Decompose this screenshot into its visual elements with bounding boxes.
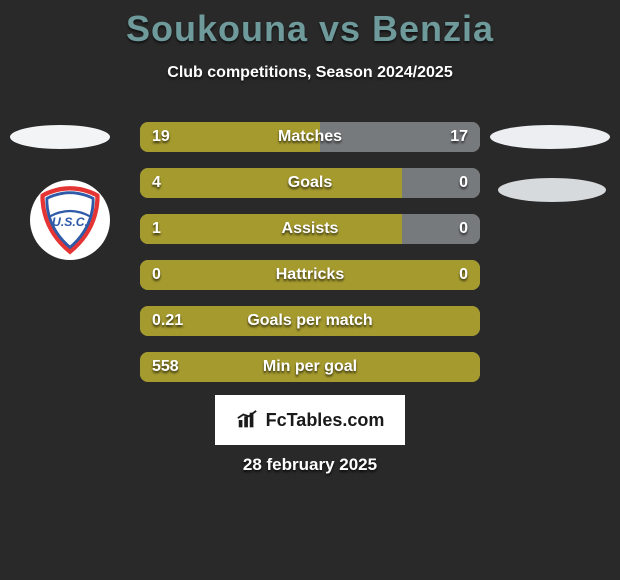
stat-bar-left	[140, 122, 320, 152]
stat-track	[140, 214, 480, 244]
comparison-date: 28 february 2025	[0, 455, 620, 475]
shield-icon: U.S.C.	[34, 184, 106, 256]
placeholder-ellipse	[498, 178, 606, 202]
club-logo: U.S.C.	[30, 180, 110, 260]
comparison-bars: Matches1917 Goals40 Assists10 Hattricks00 Go…	[140, 122, 480, 398]
stat-row: Hattricks00	[140, 260, 480, 290]
stat-row: Assists10	[140, 214, 480, 244]
brand-text: FcTables.com	[266, 410, 385, 431]
subtitle: Club competitions, Season 2024/2025	[0, 64, 620, 82]
placeholder-ellipse	[490, 125, 610, 149]
page-title: Soukouna vs Benzia	[0, 8, 620, 50]
stat-bar-right	[402, 168, 480, 198]
bar-chart-icon	[236, 409, 258, 431]
stat-bar-left	[140, 352, 480, 382]
stat-row: Min per goal558	[140, 352, 480, 382]
stat-bar-left	[140, 168, 402, 198]
stat-track	[140, 352, 480, 382]
stat-bar-left	[140, 214, 402, 244]
stat-row: Matches1917	[140, 122, 480, 152]
placeholder-ellipse	[10, 125, 110, 149]
stat-track	[140, 306, 480, 336]
stat-row: Goals per match0.21	[140, 306, 480, 336]
stat-track	[140, 168, 480, 198]
stat-bar-right	[402, 214, 480, 244]
stat-bar-right	[310, 260, 480, 290]
stat-bar-left	[140, 260, 310, 290]
brand-badge: FcTables.com	[215, 395, 405, 445]
stat-row: Goals40	[140, 168, 480, 198]
stat-bar-right	[320, 122, 480, 152]
stat-bar-left	[140, 306, 480, 336]
stat-track	[140, 122, 480, 152]
stat-track	[140, 260, 480, 290]
svg-text:U.S.C.: U.S.C.	[52, 215, 88, 229]
